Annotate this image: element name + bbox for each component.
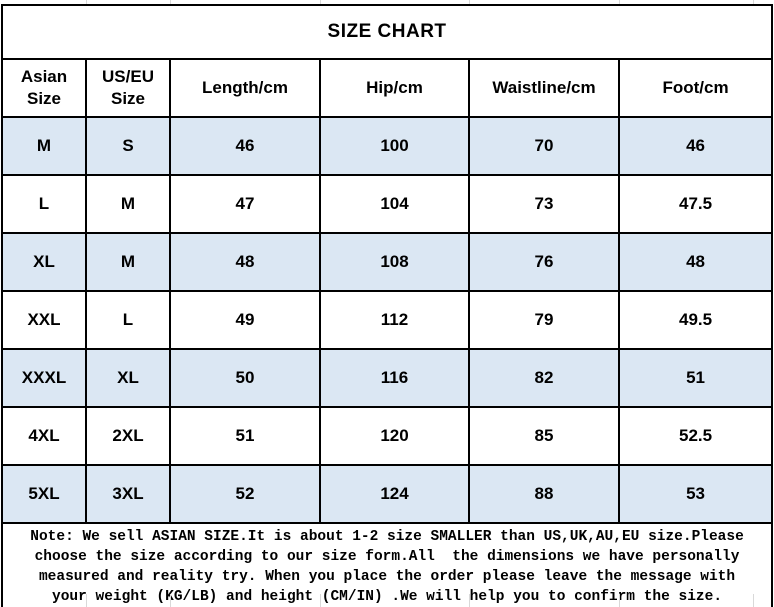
- page-title: SIZE CHART: [0, 4, 774, 60]
- excel-gridline: [619, 594, 620, 607]
- table-cell: 47: [169, 174, 321, 234]
- table-cell: 48: [169, 232, 321, 292]
- excel-gridline: [86, 0, 87, 4]
- table-cell: 47.5: [617, 174, 774, 234]
- table-cell: 104: [319, 174, 470, 234]
- table-cell: 88: [468, 464, 620, 524]
- table-cell: 46: [617, 116, 774, 176]
- excel-gridline: [320, 0, 321, 4]
- table-cell: M: [1, 116, 87, 176]
- table-cell: 100: [319, 116, 470, 176]
- table-cell: 82: [468, 348, 620, 408]
- table-cell: 4XL: [1, 406, 87, 466]
- table-cell: 108: [319, 232, 470, 292]
- column-header-foot: Foot/cm: [617, 58, 774, 118]
- excel-gridline: [170, 594, 171, 607]
- table-cell: 120: [319, 406, 470, 466]
- table-row: XL M 48 108 76 48: [1, 232, 774, 292]
- note-line: measured and reality try. When you place…: [38, 569, 736, 585]
- excel-gridline: [469, 0, 470, 4]
- header-row: Asian Size US/EU Size Length/cm Hip/cm W…: [1, 58, 774, 118]
- table-cell: 85: [468, 406, 620, 466]
- column-header-length: Length/cm: [169, 58, 321, 118]
- table-row: XXXL XL 50 116 82 51: [1, 348, 774, 408]
- table-cell: 52.5: [617, 406, 774, 466]
- table-cell: 73: [468, 174, 620, 234]
- table-cell: 3XL: [85, 464, 171, 524]
- table-cell: L: [1, 174, 87, 234]
- excel-gridline: [619, 0, 620, 4]
- table-row: L M 47 104 73 47.5: [1, 174, 774, 234]
- table-row: 4XL 2XL 51 120 85 52.5: [1, 406, 774, 466]
- note-line: Note: We sell ASIAN SIZE.It is about 1-2…: [30, 529, 744, 545]
- table-cell: 49: [169, 290, 321, 350]
- table-cell: XXXL: [1, 348, 87, 408]
- excel-gridline: [469, 594, 470, 607]
- excel-gridline: [86, 594, 87, 607]
- table-cell: S: [85, 116, 171, 176]
- table-cell: 124: [319, 464, 470, 524]
- table-row: 5XL 3XL 52 124 88 53: [1, 464, 774, 524]
- size-chart-table: SIZE CHART Asian Size US/EU Size Length/…: [0, 4, 774, 607]
- column-header-asian-size: Asian Size: [1, 58, 87, 118]
- table-cell: 116: [319, 348, 470, 408]
- table-cell: XXL: [1, 290, 87, 350]
- table-cell: 51: [617, 348, 774, 408]
- table-cell: XL: [1, 232, 87, 292]
- table-cell: 50: [169, 348, 321, 408]
- table-cell: 5XL: [1, 464, 87, 524]
- table-cell: 112: [319, 290, 470, 350]
- table-cell: 2XL: [85, 406, 171, 466]
- note-row: Note: We sell ASIAN SIZE.It is about 1-2…: [0, 522, 774, 607]
- table-cell: M: [85, 232, 171, 292]
- table-cell: 48: [617, 232, 774, 292]
- column-header-waistline: Waistline/cm: [468, 58, 620, 118]
- table-cell: 49.5: [617, 290, 774, 350]
- table-row: M S 46 100 70 46: [1, 116, 774, 176]
- table-cell: 79: [468, 290, 620, 350]
- note-line: choose the size according to our size fo…: [34, 549, 740, 565]
- table-cell: 46: [169, 116, 321, 176]
- table-cell: L: [85, 290, 171, 350]
- note-text: Note: We sell ASIAN SIZE.It is about 1-2…: [0, 522, 774, 607]
- excel-gridline: [753, 0, 754, 4]
- column-header-useu-size: US/EU Size: [85, 58, 171, 118]
- table-cell: M: [85, 174, 171, 234]
- table-row: XXL L 49 112 79 49.5: [1, 290, 774, 350]
- excel-gridline: [170, 0, 171, 4]
- excel-gridline: [753, 594, 754, 607]
- table-cell: XL: [85, 348, 171, 408]
- table-cell: 51: [169, 406, 321, 466]
- table-cell: 70: [468, 116, 620, 176]
- table-cell: 76: [468, 232, 620, 292]
- excel-gridline: [320, 594, 321, 607]
- title-row: SIZE CHART: [0, 4, 774, 60]
- table-cell: 52: [169, 464, 321, 524]
- table-cell: 53: [617, 464, 774, 524]
- column-header-hip: Hip/cm: [319, 58, 470, 118]
- note-line: your weight (KG/LB) and height (CM/IN) .…: [52, 589, 723, 605]
